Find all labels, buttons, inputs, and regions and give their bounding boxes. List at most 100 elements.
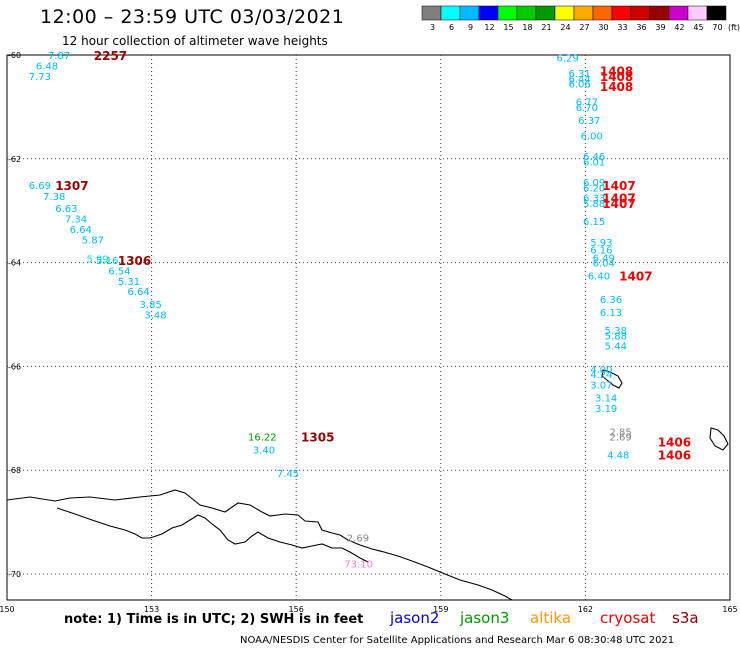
wave-height-point: 16.22: [248, 433, 277, 444]
wave-height-point: 6.16: [590, 246, 612, 257]
wave-height-point: 3.07: [590, 381, 612, 392]
colorbar-label: 27: [579, 23, 589, 32]
wave-height-point: 2.69: [347, 534, 369, 545]
wave-height-point: 5.93: [590, 238, 612, 249]
wave-height-point: 5.99: [87, 254, 109, 265]
wave-height-point: 5.38: [605, 326, 627, 337]
colorbar-swatch: [497, 5, 518, 21]
ice-shelf: [56, 507, 369, 563]
colorbar-swatch: [516, 5, 537, 21]
wave-height-point: 7.38: [43, 192, 65, 203]
colorbar-label: 36: [636, 23, 646, 32]
x-tick-label: 162: [578, 605, 593, 614]
colorbar-swatch: [706, 5, 727, 21]
wave-height-point: 4.00: [590, 365, 612, 376]
wave-height-point: 6.77: [576, 98, 598, 109]
time-label: 1307: [55, 179, 88, 193]
map-border: [6, 54, 731, 601]
time-label: 1305: [301, 431, 334, 445]
y-tick-label: -70: [8, 570, 21, 579]
wave-height-point: 6.15: [583, 217, 605, 228]
colorbar-label: 33: [617, 23, 627, 32]
time-label: 1408: [600, 65, 633, 79]
colorbar-swatch: [440, 5, 461, 21]
colorbar-label: 70: [712, 23, 722, 32]
wave-height-point: 7.34: [65, 215, 87, 226]
page-subtitle: 12 hour collection of altimeter wave hei…: [62, 34, 328, 48]
wave-height-point: 6.31: [569, 69, 591, 80]
time-label: 1406: [658, 436, 691, 450]
wave-height-point: 6.01: [583, 157, 605, 168]
colorbar-label: 9: [468, 23, 473, 32]
colorbar-swatch: [573, 5, 594, 21]
wave-height-point: 4.24: [590, 370, 612, 381]
colorbar-label: 42: [674, 23, 684, 32]
y-tick-label: -64: [8, 259, 21, 268]
wave-height-point: 5.87: [82, 235, 104, 246]
wave-height-point: 6.48: [36, 61, 58, 72]
legend-s3a: s3a: [672, 609, 699, 627]
colorbar-unit: (ft): [728, 23, 740, 32]
colorbar-swatch: [554, 5, 575, 21]
colorbar-swatch: [649, 5, 670, 21]
x-tick-label: 156: [289, 605, 304, 614]
time-labels: 2257130713061305140814081408140714071407…: [55, 49, 691, 463]
colorbar-swatch: [478, 5, 499, 21]
axis-ticks: 150 153 156 159 162 165 -60 -62 -64 -66 -68 -70: [0, 51, 738, 614]
time-label: 1306: [118, 254, 151, 268]
legend-altika: altika: [530, 609, 572, 627]
wave-height-point: 3.19: [595, 404, 617, 415]
time-label: 1406: [658, 449, 691, 463]
time-label: 1408: [600, 70, 633, 84]
wave-height-point: 6.64: [70, 225, 92, 236]
wave-height-point: 6.04: [593, 259, 615, 270]
colorbar-swatch: [592, 5, 613, 21]
page-title: 12:00 – 23:59 UTC 03/03/2021: [40, 6, 345, 28]
wave-height-point: 6.54: [108, 266, 130, 277]
wave-height-point: 7.87: [48, 51, 70, 62]
wave-height-point: 6.69: [29, 181, 51, 192]
wave-height-point: 7.45: [277, 469, 299, 480]
wave-height-point: 6.64: [128, 287, 150, 298]
wave-height-point: 5.16: [96, 256, 118, 267]
time-label: 2257: [94, 49, 127, 63]
colorbar-label: 39: [655, 23, 665, 32]
wave-height-point: 6.37: [578, 116, 600, 127]
wave-height-point: 5.88: [605, 331, 627, 342]
time-label: 1407: [619, 270, 652, 284]
y-tick-label: -66: [8, 362, 21, 371]
wave-height-point: 6.70: [576, 103, 598, 114]
antarctic-coast: [6, 489, 513, 601]
colorbar-label: 15: [503, 23, 513, 32]
wave-height-point: 6.36: [600, 295, 622, 306]
wave-height-point: 6.29: [556, 54, 578, 65]
wave-height-point: 5.31: [118, 277, 140, 288]
wave-height-point: 3.85: [140, 300, 162, 311]
y-tick-label: -60: [8, 51, 21, 60]
time-label: 1408: [600, 80, 633, 94]
x-tick-label: 165: [722, 605, 737, 614]
y-tick-label: -62: [8, 155, 21, 164]
legend-jason2: jason2: [390, 609, 440, 627]
wave-height-point: 5.88: [583, 199, 605, 210]
wave-height-point: 6.20: [583, 183, 605, 194]
island-2: [709, 427, 729, 451]
wave-height-point: 4.48: [607, 451, 629, 462]
wave-height-point: 6.63: [55, 204, 77, 215]
legend-cryosat: cryosat: [600, 609, 656, 627]
wave-height-point: 3.14: [595, 394, 617, 405]
wave-height-point: 6.00: [581, 131, 603, 142]
wave-height-point: 6.09: [583, 178, 605, 189]
colorbar-swatch: [630, 5, 651, 21]
wave-height-point: 5.44: [605, 342, 627, 353]
colorbar-label: 45: [693, 23, 703, 32]
wave-height-point: 6.13: [600, 308, 622, 319]
colorbar-label: 12: [484, 23, 494, 32]
credit-line: NOAA/NESDIS Center for Satellite Applica…: [240, 635, 675, 646]
y-tick-label: -68: [8, 466, 21, 475]
wave-height-point: 6.49: [593, 253, 615, 264]
wave-height-point: 3.40: [253, 445, 275, 456]
colorbar-swatch: [687, 5, 708, 21]
x-tick-label: 153: [144, 605, 159, 614]
